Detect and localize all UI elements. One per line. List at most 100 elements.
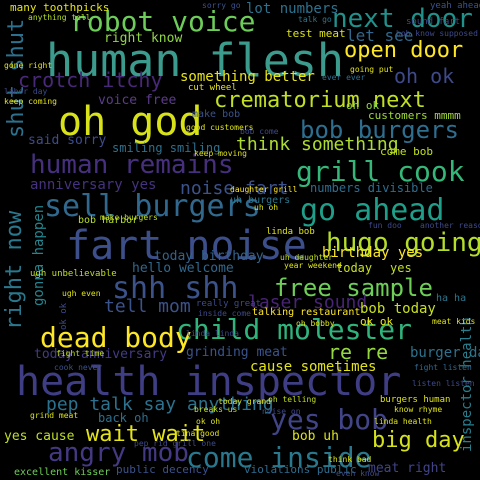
word-lot-numbers: lot numbers — [246, 1, 339, 17]
word-cut-wheel: cut wheel — [188, 83, 237, 93]
word-listen-listen: listen listen — [412, 379, 475, 388]
word-right-now: right now — [2, 210, 27, 330]
word-labor-day: labor day — [4, 87, 48, 96]
word-ok-oh: ok oh — [196, 417, 221, 426]
word-bob-come: bob come — [240, 127, 279, 136]
word-burgers-human: burgers human — [380, 395, 451, 405]
word-yeah-ahead: yeah ahead — [430, 1, 480, 11]
word-go-ahead: go ahead — [300, 193, 445, 228]
word-grind-meat: grind meat — [30, 411, 79, 420]
word-ugh-unbelievable: ugh unbelievable — [30, 269, 117, 279]
word-ha-ha: ha ha — [436, 293, 467, 304]
word-right-know: right know — [104, 31, 183, 46]
word-public-decency: public decency — [116, 463, 209, 476]
word-fun-doo: fun doo — [368, 221, 402, 230]
word-numbers-divisible: numbers divisible — [310, 181, 433, 195]
word-good-customers: good customers — [186, 123, 254, 132]
word-angry-mob: angry mob — [48, 438, 189, 468]
word-uh-burgers: uh burgers — [230, 195, 291, 206]
word-customers-mmmm: customers mmmm — [368, 109, 461, 122]
word-laser-sound: laser sound — [248, 292, 368, 313]
word-oh-bobby: oh bobby — [296, 319, 335, 328]
word-back-oh: back oh — [98, 411, 149, 425]
word-child-molester: child molester — [176, 313, 413, 346]
word-tell-mom: tell mom — [104, 296, 191, 317]
word-bob-today: bob today — [360, 301, 436, 317]
word-fight-listen: fight listen — [414, 363, 472, 372]
word-gone-right: gone right — [4, 61, 53, 70]
word-said-sorry: said sorry — [28, 133, 107, 148]
word-make-bob: make bob — [192, 109, 241, 120]
word-noise-fart: noise fart — [180, 178, 289, 199]
word-yes: yes — [390, 261, 412, 275]
word-health-inspector: health inspector — [16, 359, 402, 405]
word-hello-welcome: hello welcome — [132, 261, 234, 276]
word-another-reason: another reason — [420, 221, 480, 230]
word-voice-free: voice free — [98, 93, 177, 108]
word-keep-coming: keep coming — [4, 97, 57, 106]
word-sound-fart: sound fart — [406, 17, 461, 27]
word-burger-day: burger day — [410, 345, 480, 361]
word-think-something: think something — [236, 134, 399, 155]
word-yes-bob: yes bob — [270, 403, 389, 436]
word-ugh-even: ugh even — [62, 289, 101, 298]
word-pep-talk-say-anything: pep talk say anything — [46, 394, 274, 415]
word-robot-voice: robot voice — [70, 5, 256, 38]
word-bob-harbor: bob harbor — [78, 215, 139, 226]
word-today-birthday: today birthday — [154, 249, 264, 264]
word-ok-ok: ok ok — [360, 315, 394, 328]
word-think-bad: think bad — [328, 455, 372, 464]
word-dead-body: dead body — [40, 321, 192, 354]
word-oh-god: oh god — [58, 99, 203, 145]
word-year-weekend: year weekend — [284, 261, 342, 270]
word-anniversary-yes: anniversary yes — [30, 177, 157, 193]
word-keep-moving: keep moving — [194, 149, 247, 158]
word-daughter-grill: daughter grill — [230, 185, 298, 194]
word-meat-kids: meat kids — [432, 317, 476, 326]
word-linda-bob: linda bob — [266, 227, 315, 237]
word-bob-uh: bob uh — [292, 429, 339, 444]
word-grinding-meat: grinding meat — [186, 345, 288, 360]
word-shh-shh: shh shh — [112, 271, 239, 306]
word-crotch-itchy: crotch itchy — [18, 68, 163, 92]
word-many-toothpicks: many toothpicks — [10, 1, 110, 14]
word-uh-oh: uh oh — [254, 203, 279, 212]
word-tina-good: tina good — [176, 429, 220, 438]
word-talking-restaurant: talking restaurant — [252, 307, 361, 318]
word-fart-noise: fart noise — [66, 223, 307, 269]
word-oh-ok-small: oh ok — [346, 99, 380, 112]
word-big-day: big day — [372, 428, 465, 453]
word-inside-come: inside come — [198, 309, 251, 318]
word-cook-never: cook never — [54, 363, 103, 372]
word-excellent-kisser: excellent kisser — [14, 467, 111, 478]
word-anything-tell: anything tell — [28, 13, 91, 22]
word-come-bob: come bob — [380, 145, 433, 158]
word-pep-rid-grill-one: pep rid grill one — [134, 439, 216, 448]
word-cause-sometimes: cause sometimes — [250, 359, 377, 375]
word-talk-go: talk go — [298, 15, 332, 24]
word-test-meat: test meat — [286, 27, 346, 40]
word-noise-on: noise on — [262, 407, 301, 416]
word-grill-cook: grill cook — [296, 155, 465, 188]
word-let-see: let see — [346, 26, 414, 45]
word-linda-linda: linda linda — [186, 329, 239, 338]
word-really-great: really great — [196, 299, 262, 309]
word-come-inside: come inside — [186, 441, 372, 474]
word-sell-burgers: sell burgers — [44, 189, 261, 224]
word-bob-burgers: bob burgers — [300, 116, 459, 144]
word-oh-ok: oh ok — [394, 64, 455, 88]
word-open-door: open door — [344, 38, 464, 63]
word-next-door: next door — [332, 4, 473, 34]
word-meat-right: meat right — [368, 461, 447, 476]
word-birthday-yes: birthday yes — [322, 245, 424, 261]
word-going-put: going put — [350, 65, 394, 74]
word-free-sample: free sample — [274, 274, 433, 302]
word-violations-public: violations public — [244, 463, 357, 476]
word-fight-time: fight time — [56, 349, 105, 358]
word-oh-telling: oh telling — [268, 395, 317, 404]
word-know-rhyme: know rhyme — [394, 405, 443, 414]
word-wait-wait: wait wait — [86, 422, 206, 447]
word-re-re: re re — [328, 340, 389, 364]
word-linda-health: linda health — [374, 417, 432, 426]
